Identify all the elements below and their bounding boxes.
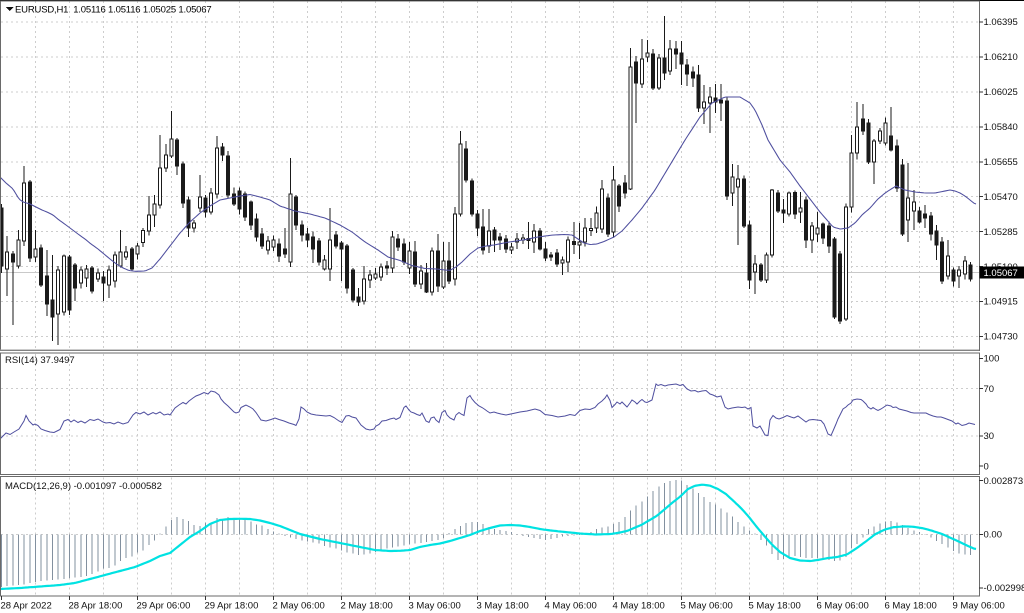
svg-text:30: 30 [984,431,995,442]
svg-text:1.05655: 1.05655 [984,157,1018,168]
svg-text:1.05840: 1.05840 [984,122,1018,133]
svg-text:0: 0 [984,461,989,472]
svg-text:0.002873: 0.002873 [984,476,1024,487]
svg-text:EURUSD,H1 1.05116 1.05116 1.0: EURUSD,H1 1.05116 1.05116 1.05025 1.0506… [15,5,212,16]
svg-text:29 Apr 18:00: 29 Apr 18:00 [205,601,259,612]
svg-text:2 May 06:00: 2 May 06:00 [273,601,325,612]
svg-text:1.06395: 1.06395 [984,17,1018,28]
svg-text:6 May 18:00: 6 May 18:00 [885,601,937,612]
svg-text:9 May 06:00: 9 May 06:00 [953,601,1005,612]
svg-text:1.05470: 1.05470 [984,192,1018,203]
svg-text:4 May 06:00: 4 May 06:00 [545,601,597,612]
svg-text:3 May 06:00: 3 May 06:00 [409,601,461,612]
svg-text:3 May 18:00: 3 May 18:00 [477,601,529,612]
svg-text:1.05067: 1.05067 [984,268,1018,279]
svg-text:100: 100 [984,354,1000,365]
svg-text:1.04730: 1.04730 [984,332,1018,343]
svg-text:28 Apr 2022: 28 Apr 2022 [1,601,52,612]
svg-text:6 May 06:00: 6 May 06:00 [817,601,869,612]
svg-text:MACD(12,26,9) -0.001097 -0.000: MACD(12,26,9) -0.001097 -0.000582 [5,481,162,492]
svg-text:0.00: 0.00 [984,530,1003,541]
svg-text:4 May 18:00: 4 May 18:00 [613,601,665,612]
svg-text:1.06210: 1.06210 [984,52,1018,63]
svg-text:5 May 06:00: 5 May 06:00 [681,601,733,612]
svg-text:5 May 18:00: 5 May 18:00 [749,601,801,612]
svg-text:1.04915: 1.04915 [984,297,1018,308]
svg-text:2 May 18:00: 2 May 18:00 [341,601,393,612]
svg-text:1.05285: 1.05285 [984,227,1018,238]
svg-text:28 Apr 18:00: 28 Apr 18:00 [69,601,123,612]
svg-text:29 Apr 06:00: 29 Apr 06:00 [137,601,191,612]
svg-text:1.06025: 1.06025 [984,87,1018,98]
svg-text:-0.002998: -0.002998 [984,583,1024,594]
svg-text:70: 70 [984,384,995,395]
svg-text:RSI(14) 37.9497: RSI(14) 37.9497 [5,355,75,366]
